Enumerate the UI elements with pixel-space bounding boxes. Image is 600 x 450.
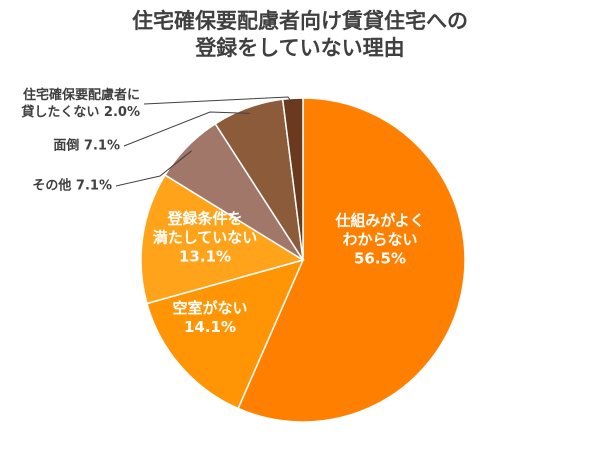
- slice-label-text: 住宅確保要配慮者に: [23, 87, 140, 103]
- slice-label-4: その他 7.1%: [32, 150, 192, 194]
- chart-title-line-1: 住宅確保要配慮者向け賃貸住宅への: [132, 9, 468, 33]
- slice-label-text: わからない: [342, 231, 417, 249]
- slice-label-text: 仕組みがよく: [334, 212, 424, 230]
- leader-line: [143, 96, 294, 105]
- slice-label-text: 面倒 7.1%: [53, 138, 120, 154]
- slice-value-label: 14.1%: [184, 318, 236, 336]
- slice-label-text: 登録条件を: [166, 210, 242, 228]
- leader-line: [115, 150, 192, 187]
- chart-title: 住宅確保要配慮者向け賃貸住宅への 登録をしていない理由: [0, 8, 600, 62]
- slice-value-label: 56.5%: [354, 250, 406, 268]
- pie-slice-2: [146, 258, 305, 410]
- pie-slice-3: [140, 174, 305, 305]
- slice-label-text: その他 7.1%: [32, 178, 112, 194]
- leader-line: [123, 111, 250, 147]
- slice-label-text: 貸したくない 2.0%: [21, 104, 140, 120]
- pie-slice-6: [281, 97, 304, 261]
- slice-label-text: 満たしていない: [153, 229, 258, 247]
- chart-title-line-2: 登録をしていない理由: [195, 36, 405, 60]
- slice-label-text: 空室がない: [172, 299, 247, 317]
- slice-label-5: 面倒 7.1%: [53, 111, 250, 154]
- slice-value-label: 13.1%: [179, 248, 231, 266]
- pie-slice-1: [237, 97, 466, 423]
